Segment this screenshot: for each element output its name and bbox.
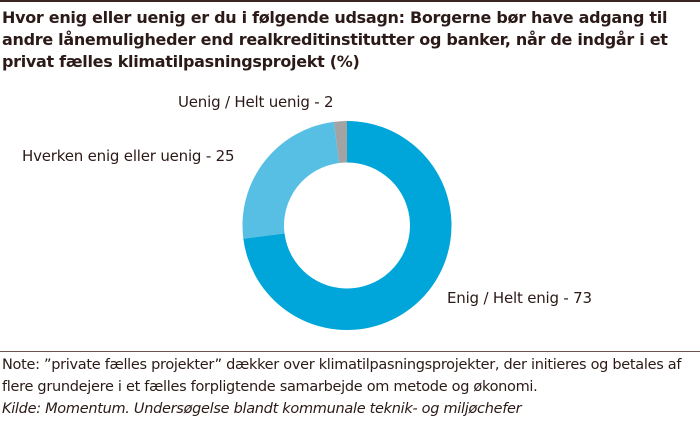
donut-slice-2 bbox=[333, 121, 347, 163]
donut-slice-0 bbox=[243, 121, 452, 330]
top-rule bbox=[0, 0, 700, 2]
source: Kilde: Momentum. Undersøgelse blandt kom… bbox=[2, 401, 522, 417]
slice-label-uenig: Uenig / Helt uenig - 2 bbox=[178, 93, 334, 111]
note: Note: ”private fælles projekter” dækker … bbox=[2, 357, 682, 395]
slice-label-hverken: Hverken enig eller uenig - 25 bbox=[22, 147, 235, 165]
donut-slice-1 bbox=[242, 121, 340, 239]
chart-title: Hvor enig eller uenig er du i følgende u… bbox=[2, 8, 668, 71]
separator bbox=[0, 351, 700, 352]
slice-label-enig: Enig / Helt enig - 73 bbox=[447, 289, 592, 307]
